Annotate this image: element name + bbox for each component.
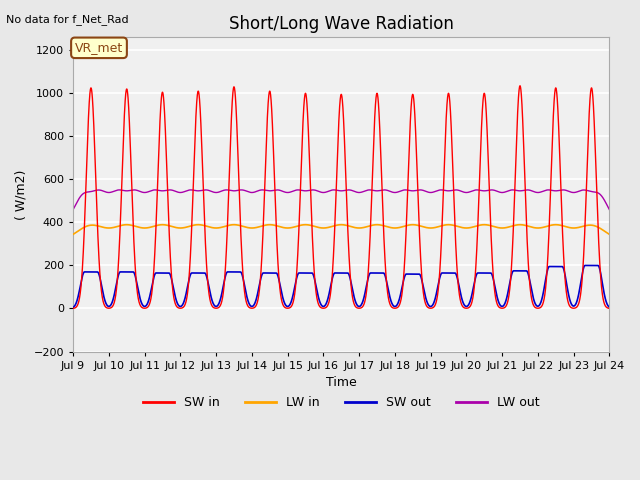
Legend: SW in, LW in, SW out, LW out: SW in, LW in, SW out, LW out [138,391,545,414]
X-axis label: Time: Time [326,376,356,389]
Y-axis label: ( W/m2): ( W/m2) [15,169,28,220]
Title: Short/Long Wave Radiation: Short/Long Wave Radiation [228,15,454,33]
Text: VR_met: VR_met [75,41,123,54]
Text: No data for f_Net_Rad: No data for f_Net_Rad [6,14,129,25]
